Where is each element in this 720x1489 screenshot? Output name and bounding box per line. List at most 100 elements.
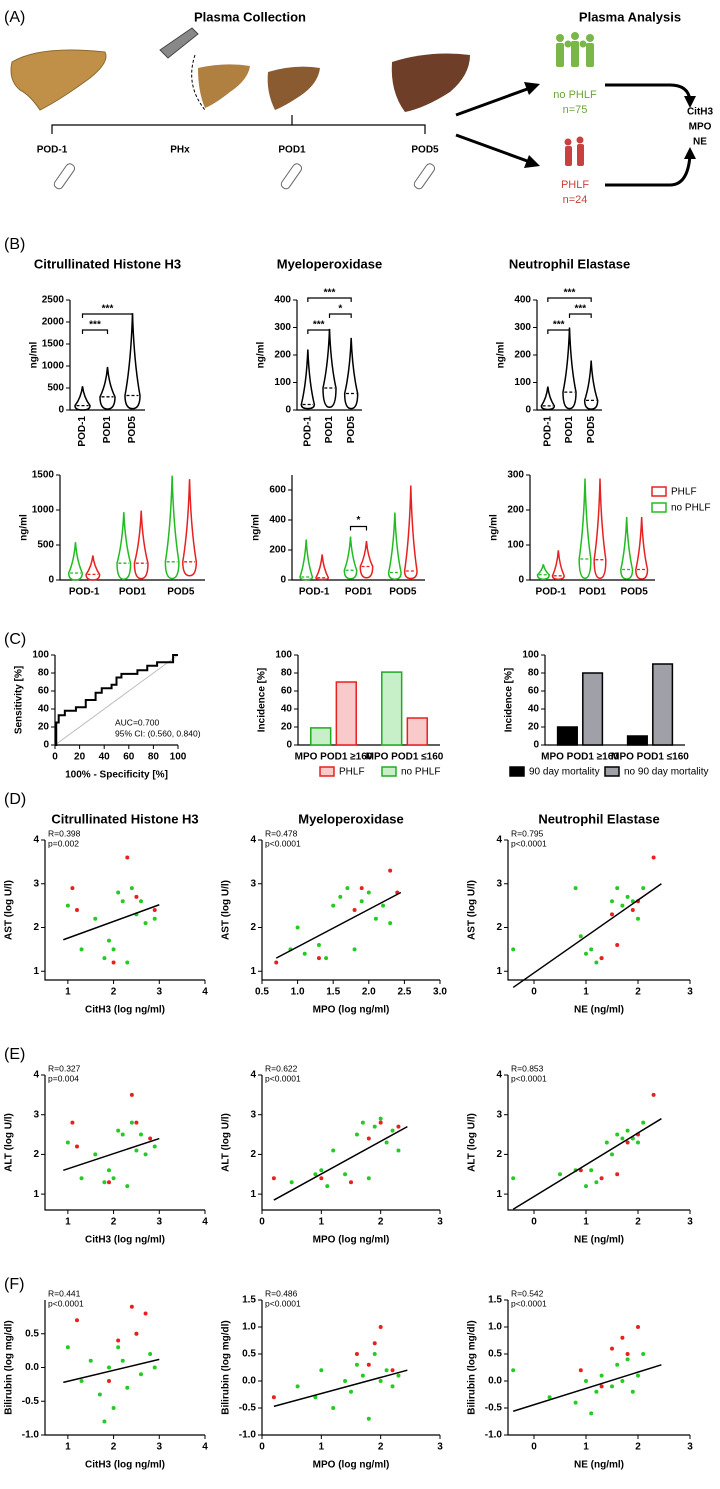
y-axis-label: Bilirubin (log mg/dl) xyxy=(4,1320,15,1414)
group-n: n=24 xyxy=(563,194,588,206)
legend-label: PHLF xyxy=(339,767,365,778)
x-tick-label: 2 xyxy=(111,1217,117,1228)
y-tick-label: 80 xyxy=(38,668,50,679)
point xyxy=(295,925,300,930)
point xyxy=(134,1120,139,1125)
y-tick-label: 4 xyxy=(496,835,502,846)
point xyxy=(651,855,656,860)
point xyxy=(116,1338,121,1343)
x-axis-label: CitH3 (log ng/ml) xyxy=(85,1005,165,1016)
point xyxy=(366,1176,371,1181)
x-tick-label: 20 xyxy=(74,752,86,763)
y-tick-label: 60 xyxy=(528,686,540,697)
y-tick-label: 0 xyxy=(285,405,291,416)
y-axis-label: Bilirubin (log mg/dl) xyxy=(467,1320,478,1414)
violin xyxy=(583,360,599,410)
y-tick-label: 2 xyxy=(250,922,256,933)
significance-label: *** xyxy=(102,304,114,315)
x-axis-label: 100% - Specificity [%] xyxy=(65,770,168,781)
violin xyxy=(85,555,101,581)
point xyxy=(143,1311,148,1316)
point xyxy=(125,1184,130,1189)
point xyxy=(107,1365,111,1370)
axes xyxy=(507,840,690,981)
point xyxy=(547,1395,552,1400)
point xyxy=(143,921,148,926)
group-label: PHLF xyxy=(561,179,589,191)
x-tick-label: 3 xyxy=(687,987,693,998)
point xyxy=(152,908,157,912)
annotation: R=0.478 xyxy=(265,828,298,838)
point xyxy=(584,1379,588,1383)
point xyxy=(343,1379,348,1383)
point xyxy=(129,1092,134,1097)
significance-bracket xyxy=(328,313,352,318)
marker: NE xyxy=(693,137,707,148)
y-axis-label: ng/ml xyxy=(496,341,507,368)
panel-label: (B) xyxy=(4,236,25,253)
diagram: Plasma Collection Plasma Analysis POD-1 … xyxy=(10,9,713,206)
point xyxy=(271,1176,276,1181)
y-tick-label: -1.0 xyxy=(239,1430,257,1441)
violin xyxy=(593,478,607,580)
x-tick-label: 40 xyxy=(99,752,111,763)
point xyxy=(65,1140,70,1145)
y-tick-label: 200 xyxy=(274,350,291,361)
point xyxy=(271,1395,276,1400)
point xyxy=(390,1128,395,1133)
y-tick-label: 20 xyxy=(38,722,50,733)
x-tick-label: 2 xyxy=(378,1442,384,1453)
x-tick-label: 0 xyxy=(531,987,537,998)
bar xyxy=(381,671,403,746)
y-tick-label: 3 xyxy=(250,1109,256,1120)
y-tick-label: 1500 xyxy=(42,339,65,350)
x-tick-label: 2 xyxy=(378,1217,384,1228)
y-axis-label: ALT (log U/l) xyxy=(4,1113,15,1172)
fit-line xyxy=(275,891,402,959)
point xyxy=(384,1368,389,1373)
fit-line xyxy=(63,1358,160,1384)
y-tick-label: 1 xyxy=(33,966,39,977)
y-tick-label: -0.5 xyxy=(239,1403,257,1414)
x-tick-label: POD1 xyxy=(564,416,575,444)
panel-label: (F) xyxy=(4,1276,24,1293)
annotation: R=0.486 xyxy=(265,1288,298,1298)
y-tick-label: 100 xyxy=(514,377,531,388)
y-tick-label: 400 xyxy=(269,515,286,526)
x-tick-label: 1 xyxy=(65,1217,71,1228)
x-tick-label: 3 xyxy=(437,1217,443,1228)
violin xyxy=(99,366,116,410)
x-tick-label: 3.0 xyxy=(433,987,447,998)
point xyxy=(111,1406,116,1410)
point xyxy=(511,1368,516,1373)
timepoint: POD1 xyxy=(278,145,306,156)
chart-title: Myeloperoxidase xyxy=(277,256,383,271)
y-tick-label: 200 xyxy=(514,350,531,361)
point xyxy=(630,908,635,912)
violin xyxy=(536,564,550,581)
x-tick-label: 3 xyxy=(687,1217,693,1228)
point xyxy=(589,1411,594,1416)
x-tick-label: POD5 xyxy=(346,416,357,444)
x-tick-label: 3 xyxy=(437,1442,443,1453)
point xyxy=(125,1385,130,1390)
point xyxy=(331,903,336,908)
point xyxy=(319,1176,324,1181)
x-tick-label: MPO POD1 ≤160 xyxy=(611,752,689,763)
point xyxy=(324,956,329,961)
point xyxy=(352,947,357,952)
x-tick-label: 2 xyxy=(635,1442,641,1453)
point xyxy=(388,868,393,873)
point xyxy=(148,1352,153,1356)
y-tick-label: 1.0 xyxy=(242,1322,256,1333)
fit-line xyxy=(63,1137,160,1172)
violin xyxy=(74,386,91,411)
y-tick-label: 4 xyxy=(250,1070,256,1081)
violin xyxy=(124,313,141,410)
x-axis-label: CitH3 (log ng/ml) xyxy=(85,1460,165,1471)
bar xyxy=(335,681,357,746)
x-tick-label: 3 xyxy=(157,987,163,998)
point xyxy=(615,1362,620,1367)
point xyxy=(620,903,625,908)
annotation: 95% CI: (0.560, 0.840) xyxy=(115,728,201,738)
